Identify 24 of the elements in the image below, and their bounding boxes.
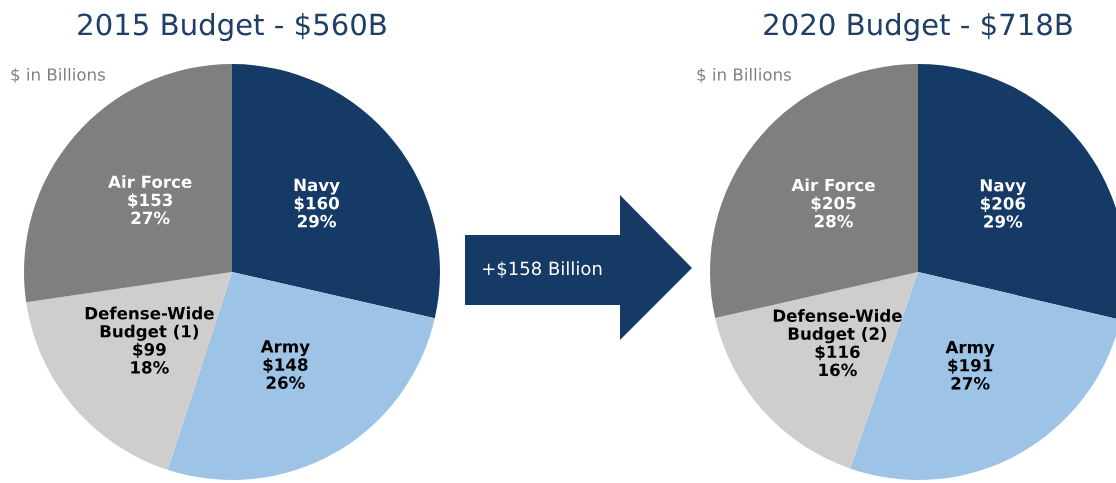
text: +$158 Billion (483, 261, 602, 278)
slice-label: Defense-Wide Budget (2) (773, 309, 902, 344)
data-label: $191 27% (948, 358, 993, 390)
slice-label: Air Force (108, 175, 192, 189)
pie-slice (232, 64, 440, 319)
slice-label: Navy (294, 178, 340, 195)
chart-title: 2020 Budget - $718B (764, 12, 1072, 42)
slice-label: Navy (980, 179, 1026, 195)
text: $ in Billions (11, 67, 105, 84)
pie-slice (26, 272, 232, 470)
data-label: $116 16% (815, 345, 860, 377)
text: $ in Billions (697, 67, 791, 84)
slice-label: Army (260, 340, 310, 357)
data-label: $153 27% (128, 193, 173, 225)
data-label: $160 29% (294, 196, 339, 228)
pie-slice (24, 64, 232, 303)
slice-label: Defense-Wide Budget (1) (85, 306, 214, 341)
data-label: $206 29% (980, 196, 1026, 228)
data-label: $205 28% (811, 196, 856, 228)
data-label: $99 18% (131, 342, 169, 374)
chart-title: 2015 Budget - $560B (78, 12, 386, 42)
slice-label: Air Force (791, 178, 875, 192)
data-label: $148 26% (263, 358, 308, 389)
slice-label: Army (945, 341, 995, 357)
